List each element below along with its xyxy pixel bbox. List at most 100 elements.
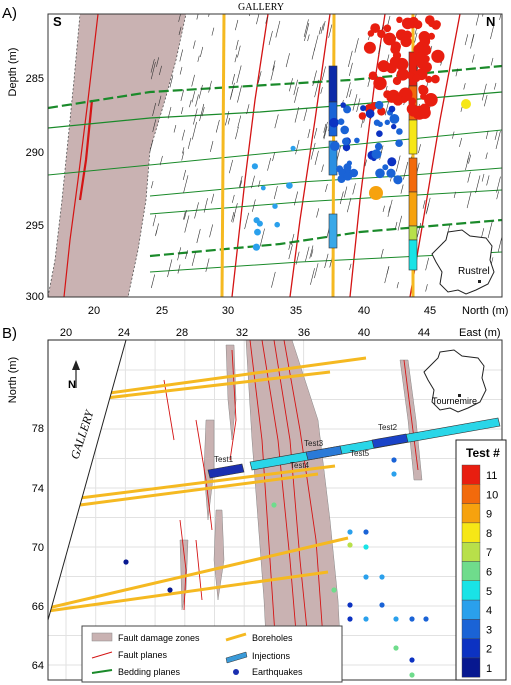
fracture-mark [328,24,333,38]
legend-label: Earthquakes [252,667,303,677]
fracture-mark [205,258,210,272]
colorbar-swatch [461,657,481,678]
earthquake-marker [363,41,376,54]
earthquake-marker [393,616,399,622]
x-tick: 45 [424,305,436,317]
earthquake-marker [415,51,427,63]
fracture-mark [481,173,485,182]
fracture-mark [324,253,329,269]
x-tick: 40 [358,327,370,339]
injections-b [207,417,501,479]
earthquake-marker [167,587,173,593]
earthquake-marker [369,186,383,200]
fracture-mark [481,83,487,101]
earthquake-marker [396,128,403,135]
fault-plane [78,99,94,201]
fracture-mark [490,57,494,66]
x-tick: 28 [176,327,188,339]
fracture-mark [465,157,469,171]
fracture-mark [466,191,472,209]
earthquake-marker [395,139,403,147]
fracture-mark [225,111,230,126]
earthquake-marker [413,20,423,30]
fracture-mark [464,34,469,46]
earthquakes-a [251,15,471,251]
earthquake-marker [373,119,381,126]
colorbar-swatch [461,619,481,639]
earthquake-marker [418,85,429,96]
colorbar: Test # 11 10 9 8 7 6 5 4 3 2 1 [455,439,507,681]
fracture-mark [470,34,475,49]
earthquake-marker [377,29,386,39]
fracture-mark [285,53,290,68]
fracture-mark [210,140,214,152]
earthquake-marker [391,471,397,477]
fracture-mark [323,126,328,140]
fracture-mark [181,129,185,141]
fracture-mark [150,59,155,73]
fracture-mark [252,199,256,212]
fracture-mark [236,65,242,83]
earthquake-marker [425,15,435,25]
earthquake-marker [370,23,381,33]
fracture-mark [378,45,381,54]
fracture-mark [273,186,278,200]
earthquake-marker [400,35,412,48]
earthquake-marker [347,529,353,535]
fracture-mark [231,73,235,85]
fracture-mark [307,34,310,42]
fracture-mark [271,271,276,288]
fracture-mark [167,106,172,119]
fracture-mark [475,14,480,26]
fracture-mark [272,152,275,162]
fracture-mark [294,107,300,123]
legend-label: Fault planes [118,650,168,660]
fracture-mark [229,89,233,100]
fracture-mark [237,115,242,128]
fracture-mark [178,26,182,36]
earthquake-marker [252,243,260,251]
earthquake-marker [391,123,397,130]
legend-swatch-borehole [225,632,247,642]
legend-swatch-fault [91,651,113,659]
earthquake-marker [393,175,403,185]
earthquake-marker [412,74,421,82]
fracture-mark [322,21,326,31]
fracture-mark [452,131,455,139]
fracture-mark [309,245,314,259]
fracture-mark [343,186,348,198]
fracture-mark [463,83,466,90]
fracture-mark [314,263,319,279]
panel-b-x-axis-label: East (m) [459,327,501,339]
north-label: N [486,14,495,29]
fracture-mark [191,74,195,87]
fracture-mark [384,100,390,116]
fracture-mark [312,70,317,86]
fracture-mark [183,175,189,194]
earthquake-marker [431,74,440,84]
fracture-mark [209,224,213,238]
fracture-mark [364,159,367,167]
earthquake-marker [347,542,353,548]
panel-b-plot [48,340,502,680]
fracture-mark [268,30,273,46]
fracture-mark [192,121,197,140]
fracture-mark [352,94,358,111]
fracture-mark [387,199,393,217]
fracture-mark [182,147,185,154]
fracture-mark [244,212,249,230]
fracture-mark [150,61,156,80]
fracture-mark [185,250,188,259]
earthquake-marker [396,16,403,23]
fracture-mark [181,107,184,115]
earthquake-marker [374,142,383,151]
earthquake-marker [377,107,386,116]
earthquake-marker [373,76,387,91]
fracture-mark [352,183,356,195]
fracture-mark [251,175,255,189]
fracture-mark [179,49,183,62]
fracture-mark [196,228,201,244]
fracture-mark [348,50,353,67]
y-tick: 64 [32,660,44,672]
